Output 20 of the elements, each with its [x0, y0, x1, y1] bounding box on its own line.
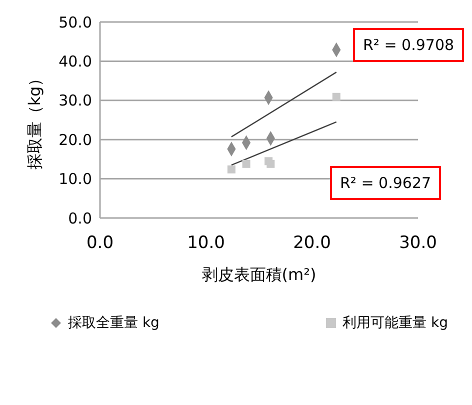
y-tick-label: 50.0 [58, 13, 92, 32]
legend-label: 採取全重量 kg [68, 314, 160, 333]
y-tick-label: 0.0 [68, 209, 92, 228]
annotation: R² = 0.9627 [330, 166, 442, 200]
point [266, 160, 275, 168]
y-tick-label: 40.0 [58, 52, 92, 71]
x-tick-label: 20.0 [293, 233, 331, 254]
point [242, 160, 250, 168]
y-tick-label: 10.0 [58, 170, 92, 188]
x-tick-label: 0.0 [86, 233, 114, 254]
x-tick-label: 30.0 [399, 233, 437, 254]
point [227, 165, 236, 174]
x-tick-label: 10.0 [187, 233, 225, 254]
annotation: R² = 0.9708 [353, 28, 464, 62]
y-tick-label: 20.0 [58, 130, 92, 149]
legend-label: 利用可能重量 kg [342, 314, 448, 333]
y-axis-title: 採取量（kg） [25, 70, 44, 170]
x-axis-title: 剥皮表面積(m²) [202, 265, 316, 284]
y-tick-label: 30.0 [58, 92, 92, 110]
point [332, 92, 340, 101]
